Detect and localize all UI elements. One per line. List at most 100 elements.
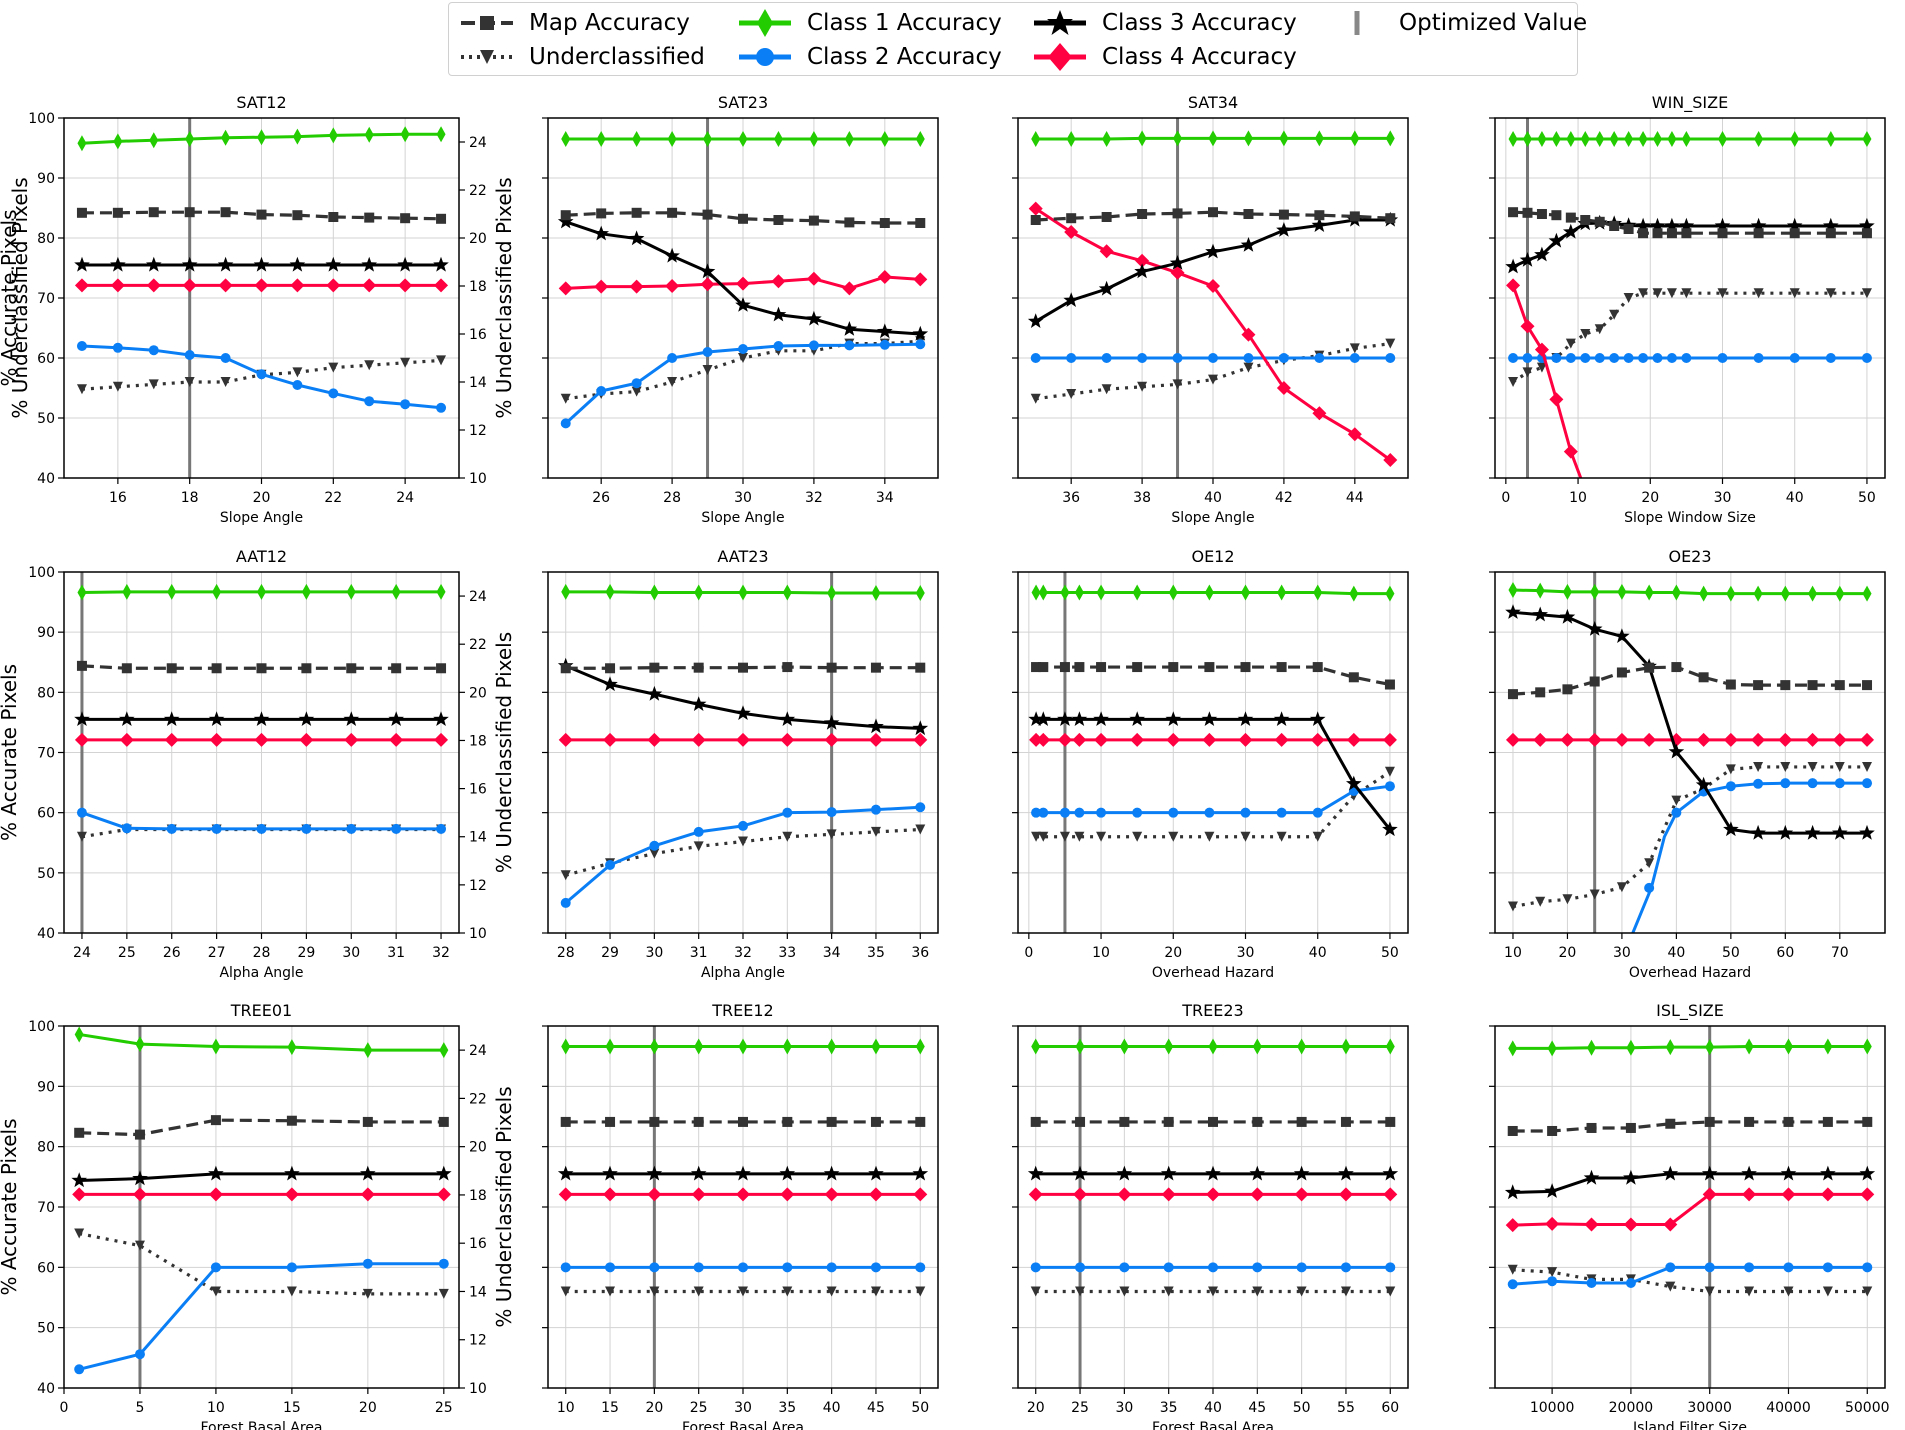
data-point-c3: [181, 256, 198, 272]
data-point-c1: [1208, 1038, 1218, 1055]
data-point-under: [1066, 389, 1077, 399]
x-tick-label: 40: [1204, 490, 1222, 506]
y-tick-label: 60: [37, 1260, 55, 1276]
data-point-under: [1208, 374, 1218, 385]
x-tick-label: 35: [867, 945, 885, 961]
data-point-map: [1296, 1116, 1307, 1127]
data-point-under: [1789, 288, 1800, 299]
data-point-c1: [782, 1038, 792, 1055]
data-point-c1: [880, 131, 890, 147]
data-point-c1: [436, 126, 446, 143]
data-point-c2: [292, 380, 303, 390]
data-point-c2: [631, 378, 642, 389]
data-point-map: [1507, 1125, 1518, 1136]
x-tick-label: 15: [601, 1400, 619, 1416]
data-point-c3: [1382, 821, 1398, 837]
data-point-c2: [596, 386, 607, 396]
x-tick-label: 32: [734, 945, 752, 961]
series-group: [1505, 582, 1875, 933]
data-point-c1: [827, 585, 837, 602]
data-point-c1: [1595, 131, 1605, 147]
data-point-c2: [1638, 353, 1649, 363]
data-point-c1: [1753, 585, 1763, 602]
data-point-c1: [1523, 131, 1532, 147]
y2-tick-label: 12: [469, 878, 487, 894]
data-point-c1: [827, 1038, 837, 1055]
data-point-c4: [1072, 732, 1087, 747]
data-point-c4: [284, 1187, 299, 1202]
data-point-c4: [1310, 732, 1325, 747]
x-tick-label: 30: [645, 945, 663, 961]
data-point-under: [1862, 761, 1873, 772]
data-point-c3: [388, 711, 404, 726]
data-point-c1: [915, 1038, 925, 1055]
x-tick-label: 29: [601, 945, 619, 961]
data-point-map: [667, 207, 678, 218]
y-tick-label: 40: [37, 471, 55, 487]
y-tick-label: 80: [37, 1140, 55, 1156]
data-point-c2: [1609, 353, 1620, 363]
legend-label-class1: Class 1 Accuracy: [807, 10, 1002, 36]
data-point-c2: [1862, 1262, 1873, 1273]
data-point-c2: [870, 1262, 881, 1273]
data-point-map: [738, 213, 748, 224]
data-point-c1: [1074, 584, 1084, 601]
data-point-under: [826, 829, 837, 840]
data-point-c3: [1714, 217, 1731, 233]
data-point-c4: [119, 732, 134, 747]
data-point-map: [1522, 207, 1533, 218]
legend-item-map-accuracy: Map Accuracy: [459, 7, 690, 39]
data-point-c4: [868, 732, 883, 747]
x-tick-label: 10000: [1530, 1400, 1575, 1416]
data-point-c4: [1563, 444, 1578, 459]
x-tick-label: 30: [1237, 945, 1255, 961]
data-point-under: [1522, 367, 1533, 378]
data-point-c2: [1385, 1262, 1396, 1273]
y2-tick-label: 20: [469, 685, 487, 701]
data-point-c1: [1671, 584, 1681, 601]
data-point-c1: [1547, 1040, 1557, 1057]
data-point-c3: [1678, 217, 1695, 233]
data-point-c4: [1642, 732, 1657, 747]
x-tick-label: 36: [911, 945, 929, 961]
y-tick-label: 50: [37, 411, 55, 427]
data-point-c3: [1505, 258, 1521, 274]
legend-label-optimized: Optimized Value: [1399, 10, 1588, 36]
data-point-c4: [1117, 1187, 1132, 1202]
data-point-c4: [1832, 732, 1847, 747]
data-point-c2: [738, 344, 748, 354]
data-point-c2: [693, 1262, 704, 1273]
data-point-c1: [1341, 1038, 1351, 1055]
x-tick-label: 40: [1786, 490, 1804, 506]
data-point-c1: [1808, 585, 1818, 602]
data-point-c1: [1826, 131, 1836, 147]
data-point-under: [1616, 882, 1627, 893]
data-point-c2: [1101, 353, 1112, 363]
x-tick-label: 60: [1776, 945, 1794, 961]
y-tick-label: 40: [37, 926, 55, 942]
data-point-under: [1671, 795, 1682, 806]
data-point-c3: [1165, 711, 1182, 726]
data-point-map: [112, 207, 123, 218]
data-point-c4: [691, 1187, 706, 1202]
legend-item-class4: Class 4 Accuracy: [1032, 41, 1297, 73]
data-point-map: [1825, 228, 1836, 239]
data-point-c1: [1823, 1038, 1833, 1055]
data-point-map: [1665, 1118, 1676, 1129]
x-tick-label: 15: [283, 1400, 301, 1416]
data-point-map: [1862, 1116, 1873, 1127]
data-point-c1: [1626, 1039, 1636, 1056]
data-point-c3: [1563, 223, 1579, 239]
data-point-c2: [1780, 778, 1791, 789]
x-tick-label: 24: [396, 490, 414, 506]
data-point-c4: [1520, 319, 1535, 334]
data-point-map: [560, 210, 571, 221]
data-point-c2: [1208, 1262, 1218, 1273]
data-point-map: [1168, 662, 1179, 673]
data-point-map: [649, 1116, 660, 1127]
series-line-c1: [1512, 588, 1868, 596]
data-point-map: [1861, 228, 1872, 239]
data-point-map: [1638, 228, 1649, 239]
data-point-map: [631, 207, 642, 218]
